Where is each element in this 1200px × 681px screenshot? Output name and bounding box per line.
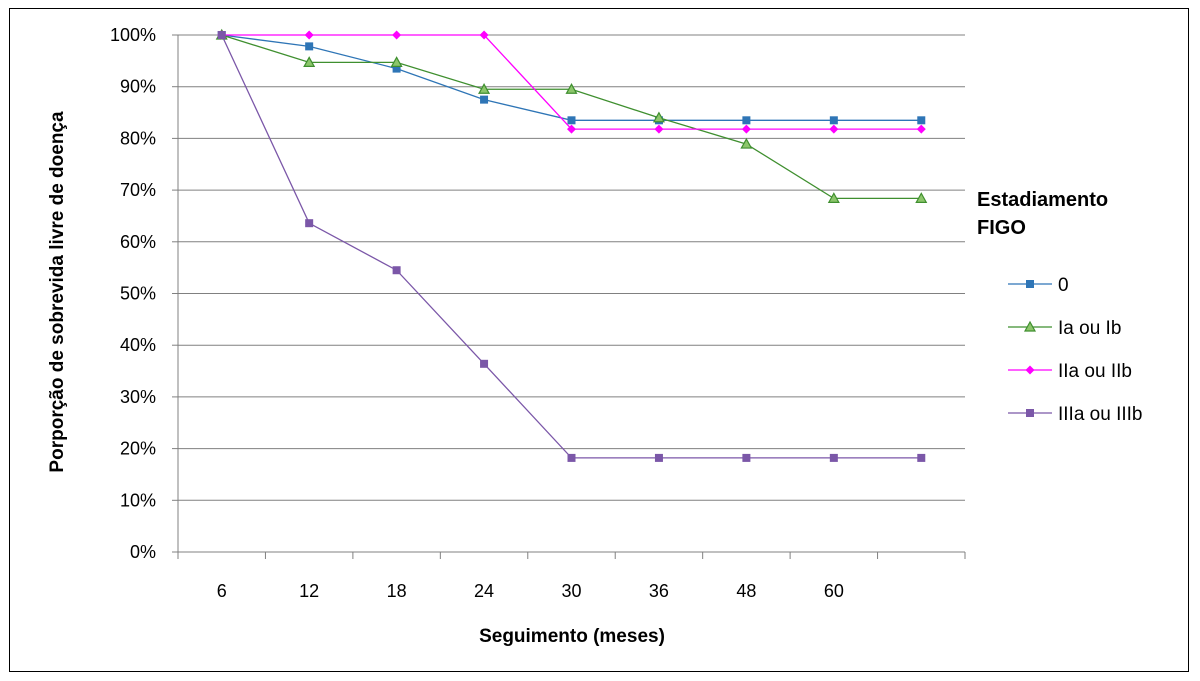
y-tick-labels: 0% 10% 20% 30% 40% 50% 60% 70% 80% 90% 100%	[110, 25, 156, 562]
series-0	[217, 31, 926, 125]
data-point	[654, 453, 663, 462]
legend-label: Ia ou Ib	[1058, 318, 1121, 339]
data-point	[480, 95, 489, 104]
x-tick-labels: 6 12 18 24 30 36 48 60	[217, 581, 844, 601]
data-point	[304, 30, 314, 40]
series-line	[221, 34, 922, 130]
gridlines	[178, 34, 965, 501]
data-point	[741, 124, 751, 134]
legend-title-line-1: Estadiamento	[977, 189, 1108, 211]
x-tick-label: 24	[474, 581, 494, 601]
legend-swatch-marker	[1023, 320, 1037, 332]
x-tick-label: 48	[736, 581, 756, 601]
data-point	[392, 30, 402, 40]
data-point	[917, 453, 926, 462]
data-point	[567, 453, 576, 462]
y-tick-label: 40%	[120, 335, 156, 355]
legend-item: IIIa ou IIIb	[1008, 404, 1143, 425]
y-tick-label: 0%	[130, 542, 156, 562]
x-tick-label: 60	[824, 581, 844, 601]
data-point	[742, 116, 751, 125]
data-point	[740, 137, 753, 149]
data-point	[479, 30, 489, 40]
chart-frame	[9, 8, 1189, 672]
legend-label: IIIa ou IIIb	[1058, 404, 1143, 425]
data-point	[829, 116, 838, 125]
legend-swatch-marker	[1025, 365, 1035, 375]
legend-swatch-marker	[1026, 280, 1034, 288]
data-point	[916, 124, 926, 134]
legend-title-line-2: FIGO	[977, 217, 1026, 239]
y-tick-label: 10%	[120, 490, 156, 510]
data-point	[652, 111, 665, 123]
data-point	[392, 64, 401, 73]
legend-swatch-marker	[1026, 409, 1034, 417]
y-tick-label: 30%	[120, 387, 156, 407]
series-1	[215, 28, 928, 203]
data-point	[917, 116, 926, 125]
data-point	[742, 453, 751, 462]
data-point	[829, 124, 839, 134]
x-tick-label: 36	[649, 581, 669, 601]
x-tick-label: 12	[299, 581, 319, 601]
data-point	[480, 359, 489, 368]
legend-item: 0	[1008, 275, 1069, 296]
data-point	[305, 219, 314, 228]
y-tick-label: 100%	[110, 25, 156, 45]
legend-label: IIa ou IIb	[1058, 361, 1132, 382]
axes	[172, 34, 966, 559]
y-tick-label: 50%	[120, 284, 156, 304]
series-3	[217, 31, 926, 462]
data-point	[827, 192, 840, 203]
data-point	[390, 56, 403, 68]
x-tick-label: 18	[387, 581, 407, 601]
data-point	[654, 124, 664, 134]
legend: Estadiamento FIGO 0 Ia ou Ib IIa ou IIb III…	[977, 189, 1143, 425]
legend-item: Ia ou Ib	[1008, 318, 1121, 339]
data-point	[478, 83, 491, 94]
data-point	[217, 31, 226, 39]
series-2	[217, 30, 926, 134]
data-point	[567, 124, 576, 134]
series-lines	[215, 28, 928, 462]
data-point	[915, 192, 928, 203]
legend-label: 0	[1058, 275, 1069, 296]
data-point	[392, 266, 401, 275]
data-point	[829, 453, 838, 462]
y-tick-label: 20%	[120, 439, 156, 459]
x-axis-title: Seguimento (meses)	[479, 626, 665, 647]
legend-item: IIa ou IIb	[1008, 361, 1132, 382]
data-point	[305, 42, 314, 51]
series-line	[221, 34, 922, 121]
x-tick-label: 6	[217, 581, 227, 601]
y-tick-label: 80%	[120, 128, 156, 148]
data-point	[303, 56, 316, 68]
y-tick-label: 90%	[120, 77, 156, 97]
y-tick-label: 70%	[120, 180, 156, 200]
legend-items: 0 Ia ou Ib IIa ou IIb IIIa ou IIIb	[1008, 275, 1143, 425]
y-axis-title: Porporção de sobrevida livre de doença	[47, 111, 68, 473]
data-point	[567, 116, 576, 125]
series-line	[221, 34, 922, 459]
y-tick-label: 60%	[120, 232, 156, 252]
data-point	[565, 83, 578, 94]
x-tick-label: 30	[561, 581, 581, 601]
